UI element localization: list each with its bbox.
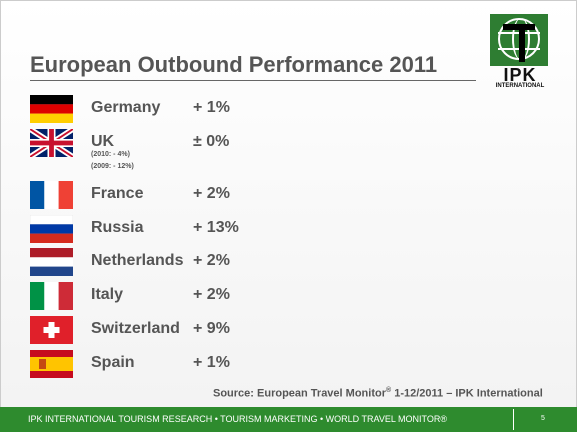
uk-flag-icon <box>30 129 73 157</box>
logo-wordmark: IPK <box>503 65 537 85</box>
registered-mark: ® <box>385 387 392 394</box>
germany-flag-icon <box>30 95 73 123</box>
list-item: Germany + 1% <box>30 95 330 123</box>
switzerland-flag-icon <box>30 316 73 344</box>
change-value: + 2% <box>193 286 230 303</box>
italy-flag-icon <box>30 282 73 310</box>
change-value: + 9% <box>193 320 230 337</box>
change-value: + 1% <box>193 99 230 116</box>
logo-subtitle: INTERNATIONAL <box>495 83 545 89</box>
country-label: France <box>91 185 144 202</box>
source-note: Source: European Travel Monitor® 1-12/20… <box>213 387 543 400</box>
uk-note-2009: (2009: - 12%) <box>91 163 134 170</box>
list-item: UK ± 0% <box>30 129 330 157</box>
list-item: Switzerland + 9% <box>30 316 330 344</box>
spain-flag-icon <box>30 350 73 378</box>
change-value: + 13% <box>193 219 239 236</box>
change-value: + 2% <box>193 252 230 269</box>
page-number: 5 <box>541 415 545 422</box>
list-item: Spain + 1% <box>30 350 330 378</box>
footer-divider <box>513 409 514 430</box>
country-label: Italy <box>91 286 124 303</box>
list-item: Netherlands + 2% <box>30 248 330 276</box>
source-suffix: 1-12/2011 – IPK International <box>391 387 543 400</box>
list-item: Italy + 2% <box>30 282 330 310</box>
change-value: ± 0% <box>193 133 230 150</box>
netherlands-flag-icon <box>30 248 73 276</box>
ipk-logo: IPK INTERNATIONAL <box>488 14 552 90</box>
title-divider <box>30 80 476 81</box>
slide-title: European Outbound Performance 2011 <box>30 52 438 77</box>
france-flag-icon <box>30 181 73 209</box>
list-item: Russia + 13% <box>30 215 330 243</box>
change-value: + 2% <box>193 185 230 202</box>
country-label: Switzerland <box>91 320 180 337</box>
change-value: + 1% <box>193 354 230 371</box>
footer-text: IPK INTERNATIONAL TOURISM RESEARCH • TOU… <box>28 414 447 424</box>
country-label: Spain <box>91 354 135 371</box>
country-label: Netherlands <box>91 252 184 269</box>
uk-note-2010: (2010: - 4%) <box>91 151 130 158</box>
country-label: UK <box>91 133 115 150</box>
country-label: Russia <box>91 219 144 236</box>
list-item: France + 2% <box>30 181 330 209</box>
footer-bar: IPK INTERNATIONAL TOURISM RESEARCH • TOU… <box>0 407 577 432</box>
country-label: Germany <box>91 99 161 116</box>
logo-globe-icon <box>490 14 548 66</box>
source-prefix: Source: European Travel Monitor <box>213 387 386 400</box>
russia-flag-icon <box>30 215 73 243</box>
